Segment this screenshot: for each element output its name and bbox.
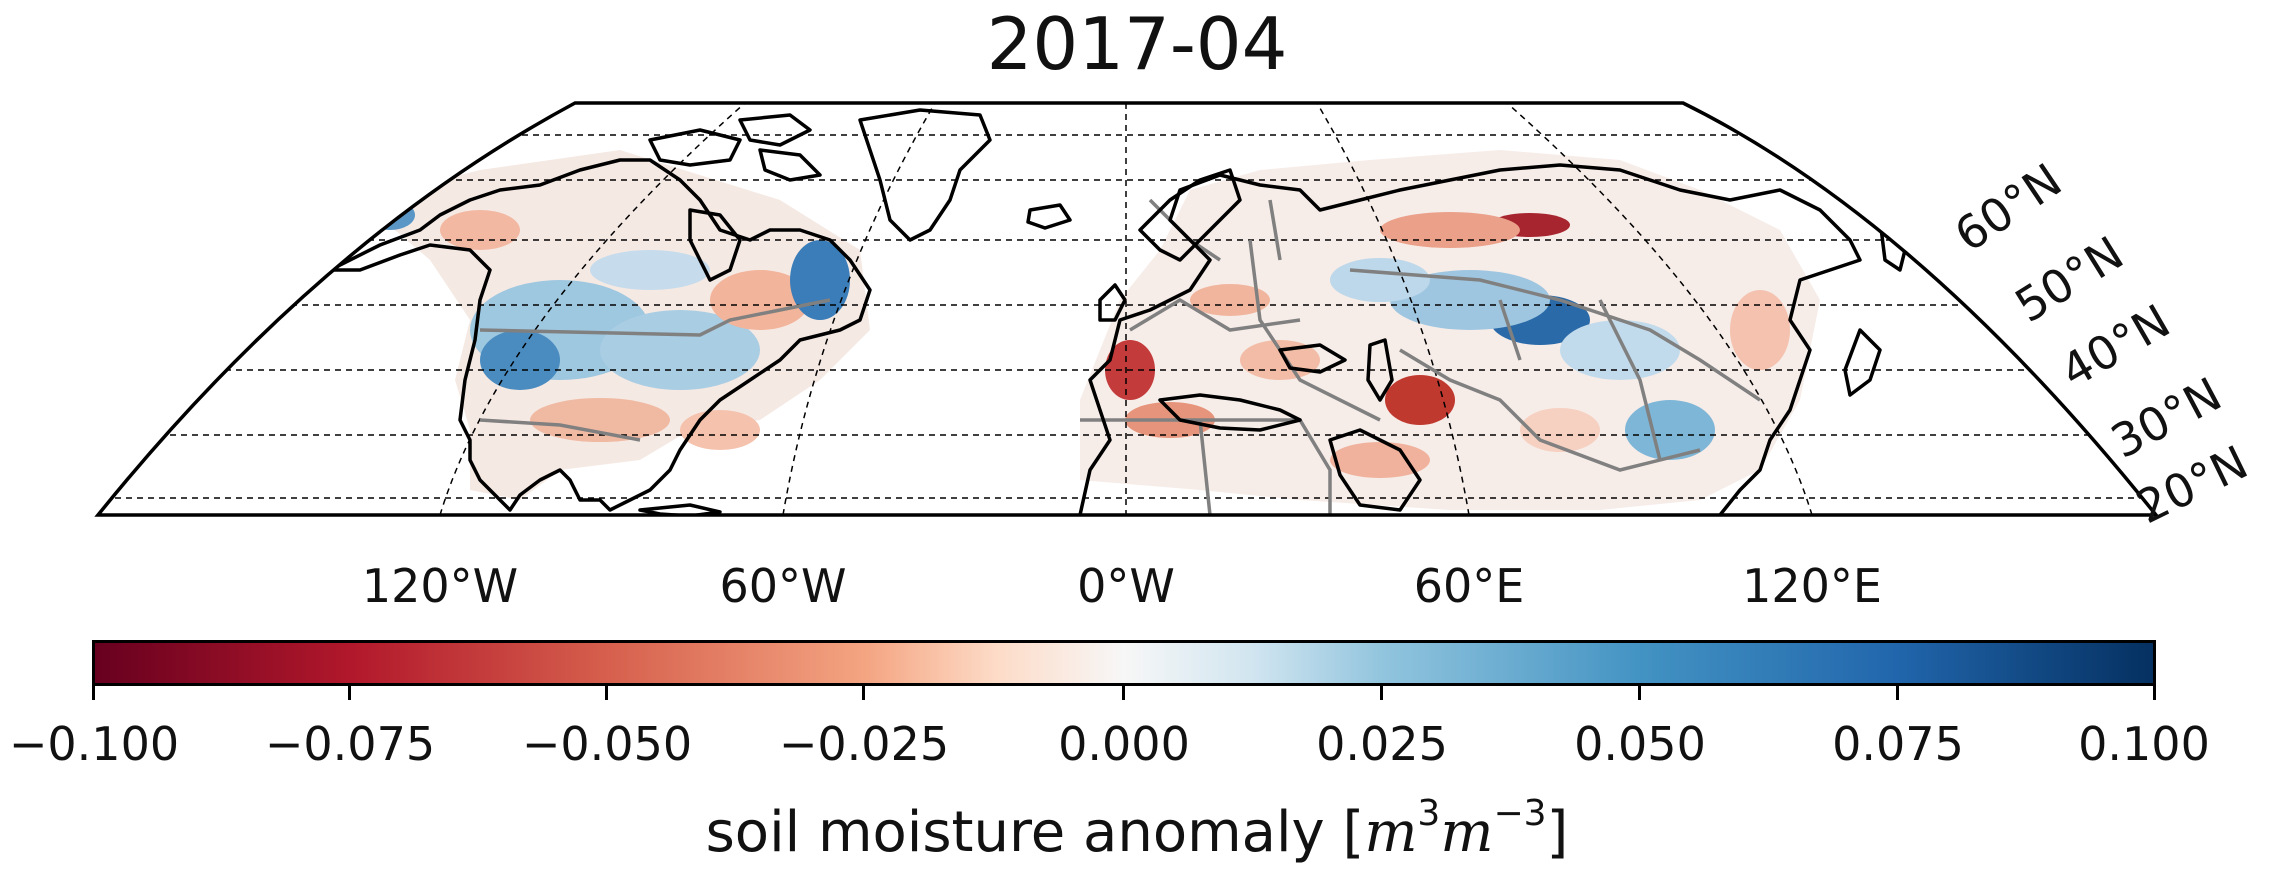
eurasia-anomaly bbox=[1080, 150, 1820, 510]
lon-line-120e bbox=[1506, 103, 1813, 515]
colorbar-label: −0.025 bbox=[778, 717, 950, 771]
colorbar-title-bracket: ] bbox=[1546, 800, 1569, 865]
coastlines bbox=[328, 108, 1912, 515]
colorbar-tick bbox=[1896, 686, 1899, 700]
colorbar-label: −0.075 bbox=[264, 717, 436, 771]
colorbar-tick bbox=[1638, 686, 1641, 700]
unit-exponent: −3 bbox=[1493, 793, 1547, 834]
colorbar-label: 0.050 bbox=[1574, 717, 1706, 771]
lon-line-60e bbox=[1316, 103, 1470, 515]
colorbar-label: 0.000 bbox=[1058, 717, 1190, 771]
colorbar-label: 0.075 bbox=[1832, 717, 1964, 771]
lon-line-60w bbox=[782, 103, 936, 515]
colorbar-tick bbox=[2153, 686, 2156, 700]
map-title: 2017-04 bbox=[986, 2, 1288, 86]
colorbar-title-text: soil moisture anomaly [ bbox=[705, 800, 1365, 865]
colorbar-label-max: 0.100 bbox=[2078, 717, 2210, 771]
lon-tick-120w: 120°W bbox=[361, 559, 519, 613]
lon-tick-0w: 0°W bbox=[1077, 559, 1175, 613]
colorbar-title: soil moisture anomaly [m3m−3] bbox=[0, 796, 2274, 866]
lon-tick-60e: 60°E bbox=[1413, 559, 1525, 613]
colorbar-label-min: −0.100 bbox=[8, 717, 180, 771]
colorbar-tick bbox=[92, 686, 95, 700]
lon-tick-120e: 120°E bbox=[1742, 559, 1882, 613]
lon-tick-60w: 60°W bbox=[719, 559, 847, 613]
unit-symbol: m bbox=[1440, 800, 1494, 865]
map-frame bbox=[94, 101, 2160, 517]
colorbar bbox=[92, 640, 2156, 686]
unit-exponent: 3 bbox=[1417, 793, 1441, 834]
unit-symbol: m bbox=[1364, 800, 1418, 865]
colorbar-label: 0.025 bbox=[1316, 717, 1448, 771]
country-borders bbox=[479, 198, 1761, 515]
colorbar-tick bbox=[862, 686, 865, 700]
colorbar-tick bbox=[1380, 686, 1383, 700]
north-america-anomaly bbox=[360, 150, 870, 500]
colorbar-tick bbox=[605, 686, 608, 700]
colorbar-label: −0.050 bbox=[521, 717, 693, 771]
anomaly-field bbox=[360, 150, 1820, 510]
colorbar-tick bbox=[348, 686, 351, 700]
colorbar-tick bbox=[1122, 686, 1125, 700]
